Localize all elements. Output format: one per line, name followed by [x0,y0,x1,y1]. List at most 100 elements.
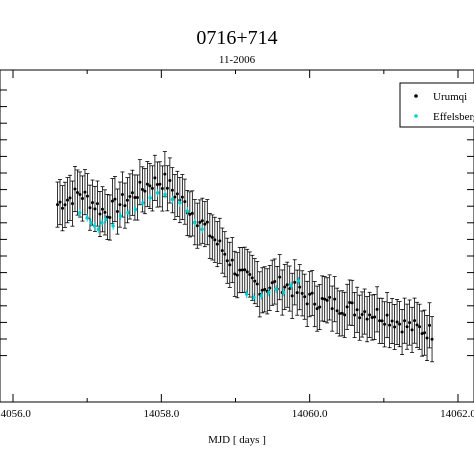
effelsberg-point [259,294,264,298]
urumqi-point [210,235,214,239]
urumqi-point [173,195,177,199]
legend-marker-effelsberg [414,114,418,118]
urumqi-point [233,272,237,276]
urumqi-point [345,305,349,309]
urumqi-point [80,197,84,201]
urumqi-point [230,258,234,262]
urumqi-point [380,319,384,323]
urumqi-point [250,276,254,280]
urumqi-point [330,307,334,311]
urumqi-point [310,291,314,295]
urumqi-point [200,219,204,223]
urumqi-point [413,319,417,323]
urumqi-point [203,222,207,226]
urumqi-point [263,287,267,291]
urumqi-point [333,297,337,301]
urumqi-point [245,270,249,274]
urumqi-point [368,313,372,317]
effelsberg-point [148,196,152,200]
urumqi-point [153,176,157,180]
urumqi-point [373,315,377,319]
urumqi-point [335,309,339,313]
urumqi-point [370,316,374,320]
urumqi-point [243,268,247,272]
urumqi-point [323,297,327,301]
urumqi-point [168,178,172,182]
urumqi-point [213,238,217,242]
chart-subtitle: 11-2006 [219,54,256,66]
effelsberg-point [178,201,182,205]
urumqi-point [205,220,209,224]
urumqi-point [188,212,192,216]
urumqi-point [255,282,259,286]
urumqi-point [228,263,232,267]
urumqi-point [225,259,229,263]
urumqi-point [85,194,89,198]
urumqi-point [278,275,282,279]
legend: Urumqi Effelsberg [399,82,474,128]
urumqi-point [350,301,354,305]
data-series [55,151,435,363]
urumqi-point [73,187,77,191]
effelsberg-point [274,287,278,291]
x-tick-label: 14060.0 [292,408,328,420]
urumqi-point [143,189,147,193]
effelsberg-point [100,221,104,225]
urumqi-point [240,268,244,272]
urumqi-point [183,200,187,204]
urumqi-point [220,249,224,253]
urumqi-point [83,190,87,194]
effelsberg-point [78,211,82,215]
urumqi-point [383,322,387,326]
urumqi-point [415,323,419,327]
urumqi-point [113,197,117,201]
urumqi-point [125,198,129,202]
urumqi-point [313,302,317,306]
urumqi-point [248,272,252,276]
effelsberg-point [252,295,256,300]
effelsberg-point [244,292,249,296]
urumqi-point [95,202,99,206]
effelsberg-point [267,290,271,295]
urumqi-point [360,312,364,316]
urumqi-point [400,330,404,334]
series-urumqi [55,151,435,363]
legend-box [399,82,474,128]
urumqi-point [288,287,292,291]
urumqi-point [108,216,112,220]
urumqi-point [425,336,429,340]
effelsberg-point [96,227,100,232]
urumqi-point [100,207,104,211]
effelsberg-point [141,201,145,205]
urumqi-point [56,203,59,207]
urumqi-point [160,186,164,190]
effelsberg-point [163,192,167,197]
urumqi-point [388,323,392,327]
urumqi-point [175,192,179,196]
urumqi-point [305,302,309,306]
urumqi-point [148,184,152,188]
effelsberg-point [289,284,293,288]
legend-marker-urumqi [414,94,418,98]
urumqi-point [295,291,299,295]
urumqi-point [163,172,167,176]
effelsberg-point [170,197,175,202]
urumqi-point [378,319,382,323]
urumqi-point [235,273,239,277]
urumqi-point [195,224,199,228]
urumqi-point [320,296,324,300]
urumqi-point [293,280,297,284]
urumqi-point [428,323,432,327]
urumqi-point [398,322,402,326]
urumqi-point [223,252,227,256]
urumqi-point [375,307,379,311]
urumqi-point [363,310,367,314]
urumqi-point [140,187,144,191]
effelsberg-point [133,207,138,212]
urumqi-point [133,195,137,199]
effelsberg-point [200,227,204,232]
urumqi-point [385,313,389,317]
urumqi-point [315,307,319,311]
urumqi-point [300,291,304,295]
urumqi-point [60,206,64,210]
